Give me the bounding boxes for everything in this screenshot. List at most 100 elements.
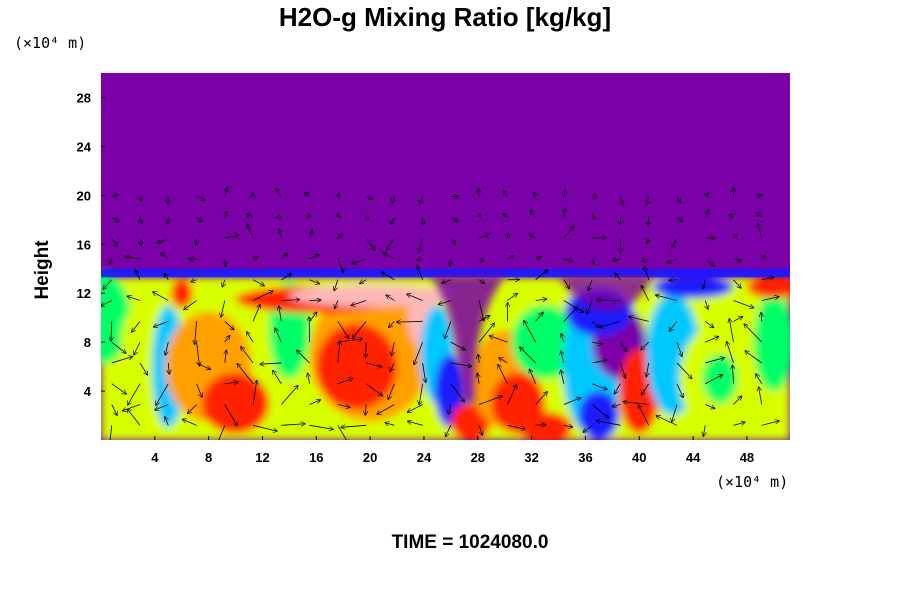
wind-vector [592,360,607,364]
wind-vector [111,321,112,340]
moist-top-edge [101,268,790,278]
wind-vector [337,234,343,239]
wind-vector [161,253,169,260]
field-blob [578,391,620,440]
wind-vector [676,342,682,356]
wind-vector [111,404,117,416]
wind-vector [222,279,224,287]
wind-vector [478,300,484,321]
wind-vector [656,416,678,426]
wind-vector [158,237,169,243]
wind-vector [592,383,607,390]
wind-vector [620,362,625,378]
wind-vector [422,362,426,382]
wind-vector [450,237,455,244]
wind-vector [641,286,650,301]
wind-vector [656,295,678,301]
wind-vector [337,378,353,385]
wind-vector [647,196,649,205]
wind-vector [704,258,714,266]
wind-vector [561,334,564,343]
y-axis-unit: (×10⁴ m) [14,34,87,52]
wind-vector [503,214,507,218]
wind-vector [620,196,623,205]
wind-vector [641,341,649,350]
wind-vector [408,404,423,413]
wind-vector [247,332,254,343]
wind-vector [164,274,169,280]
wind-vector [705,358,724,364]
wind-vector [351,300,367,306]
wind-vector [224,382,238,384]
wind-vector [479,214,480,217]
wind-vector [520,347,536,364]
wind-vector [744,324,763,343]
wind-vector [507,233,508,239]
y-tick-label: 12 [77,286,91,301]
wind-vector [338,341,340,363]
wind-vector [196,197,205,200]
wind-vector [535,392,547,405]
wind-vector [597,421,621,426]
wind-vector [478,259,483,261]
mixing-ratio-field [101,73,790,440]
wind-vector [591,321,599,327]
x-tick-label: 40 [632,450,646,465]
wind-vector [761,277,774,279]
wind-vector [672,237,678,248]
wind-vector [111,383,126,394]
wind-vector [503,191,508,197]
wind-vector [733,396,741,405]
wind-vector [745,351,762,364]
wind-vector [360,279,367,284]
wind-vector [592,238,606,239]
wind-vector [407,294,423,301]
wind-vector [338,214,339,218]
wind-vector [591,404,608,418]
wind-vector [225,351,226,363]
x-tick-label: 20 [363,450,377,465]
x-tick-label: 8 [205,450,212,465]
wind-vector [445,321,452,338]
x-tick-label: 44 [686,450,701,465]
wind-vector [225,258,226,266]
wind-vector [638,405,650,426]
wind-vector [733,365,734,384]
wind-vector [592,197,597,198]
wind-vectors [101,188,779,440]
wind-vector [195,321,197,344]
wind-vector [587,300,593,314]
wind-vector [646,362,648,377]
wind-vector [704,210,709,218]
wind-vector [388,383,395,399]
wind-vector [677,196,681,203]
wind-vector [761,313,762,322]
wind-vector [224,235,239,239]
wind-vector [564,208,565,218]
field-blob [753,293,790,392]
wind-vector [478,355,479,363]
wind-vector [247,214,254,217]
wind-vector [196,342,200,366]
wind-vector [140,217,142,223]
wind-vector [507,424,524,429]
wind-vector [417,266,423,280]
wind-vector [733,300,753,308]
wind-vector [382,272,395,281]
wind-vector [733,422,744,426]
wind-vector [524,321,537,343]
wind-vector [225,212,227,218]
wind-vector [335,300,338,309]
x-tick-label: 4 [151,450,159,465]
wind-vector [390,362,395,371]
wind-vector [450,362,472,366]
wind-vector [385,423,395,426]
wind-vector [252,257,258,259]
wind-vector [761,421,779,426]
wind-vector [450,217,458,221]
wind-vector [588,279,593,291]
wind-vector [563,307,577,322]
wind-vector [155,404,169,410]
wind-vector [703,425,705,436]
